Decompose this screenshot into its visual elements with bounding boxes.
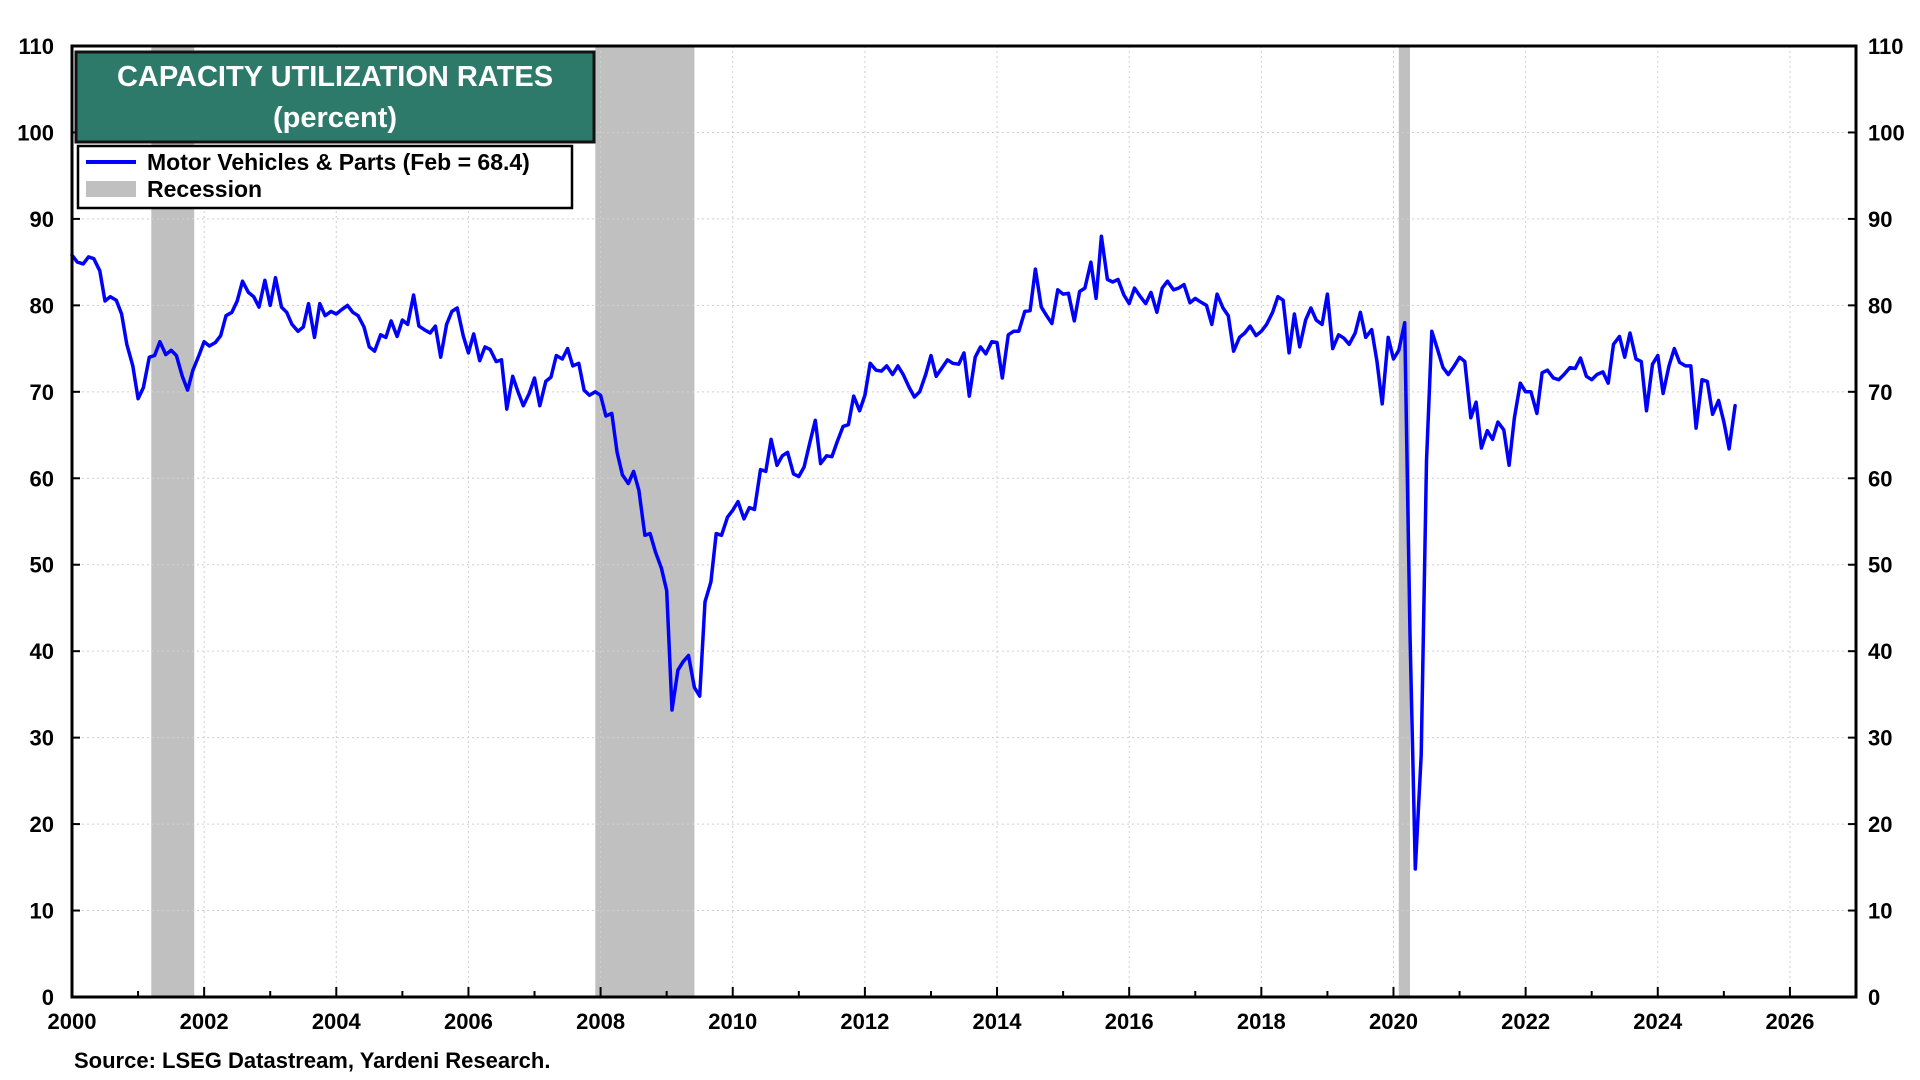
legend-box [76, 144, 574, 210]
y-tick-label-left-50: 50 [30, 553, 54, 578]
x-tick-label-2002: 2002 [180, 1009, 229, 1034]
recession-band-3 [1398, 46, 1410, 997]
legend-swatch-recession [86, 181, 136, 197]
y-tick-label-right-70: 70 [1868, 380, 1892, 405]
legend-label-motor-vehicles: Motor Vehicles & Parts (Feb = 68.4) [147, 149, 530, 175]
y-tick-label-left-0: 0 [42, 985, 54, 1010]
x-tick-label-2014: 2014 [973, 1009, 1023, 1034]
y-tick-label-left-40: 40 [30, 639, 54, 664]
y-tick-label-left-10: 10 [30, 899, 54, 924]
x-tick-label-2010: 2010 [708, 1009, 757, 1034]
legend: Motor Vehicles & Parts (Feb = 68.4) Rece… [76, 144, 574, 210]
y-tick-label-right-30: 30 [1868, 726, 1892, 751]
y-tick-label-right-90: 90 [1868, 207, 1892, 232]
x-tick-label-2024: 2024 [1633, 1009, 1683, 1034]
y-tick-label-right-40: 40 [1868, 639, 1892, 664]
title-box-background [74, 50, 596, 144]
x-tick-label-2008: 2008 [576, 1009, 625, 1034]
y-tick-label-left-100: 100 [17, 120, 54, 145]
y-tick-label-right-80: 80 [1868, 293, 1892, 318]
legend-label-recession: Recession [147, 176, 262, 202]
y-tick-label-right-10: 10 [1868, 899, 1892, 924]
y-tick-label-left-70: 70 [30, 380, 54, 405]
series-line-motor-vehicles-parts [70, 234, 1737, 871]
chart-title: CAPACITY UTILIZATION RATES [117, 61, 553, 93]
x-tick-label-2026: 2026 [1765, 1009, 1814, 1034]
y-tick-label-left-110: 110 [19, 34, 55, 59]
plot-frame [70, 44, 1858, 999]
y-tick-label-right-110: 110 [1868, 34, 1904, 59]
x-tick-label-2018: 2018 [1237, 1009, 1286, 1034]
y-tick-label-left-60: 60 [30, 466, 54, 491]
x-tick-label-2012: 2012 [840, 1009, 889, 1034]
title-box: CAPACITY UTILIZATION RATES (percent) [74, 50, 596, 144]
y-tick-label-right-100: 100 [1868, 120, 1905, 145]
y-tick-label-left-20: 20 [30, 812, 54, 837]
chart-subtitle: (percent) [273, 102, 397, 134]
x-tick-label-2004: 2004 [312, 1009, 362, 1034]
gridlines [72, 46, 1856, 997]
y-tick-label-left-80: 80 [30, 293, 54, 318]
y-tick-label-right-60: 60 [1868, 466, 1892, 491]
x-tick-label-2020: 2020 [1369, 1009, 1418, 1034]
series-layer [70, 234, 1737, 871]
y-tick-label-right-50: 50 [1868, 553, 1892, 578]
y-tick-label-left-90: 90 [30, 207, 54, 232]
x-tick-label-2000: 2000 [48, 1009, 97, 1034]
x-tick-label-2006: 2006 [444, 1009, 493, 1034]
recession-band-2 [595, 46, 695, 997]
source-note: Source: LSEG Datastream, Yardeni Researc… [74, 1048, 550, 1073]
y-tick-label-right-0: 0 [1868, 985, 1880, 1010]
x-tick-label-2016: 2016 [1105, 1009, 1154, 1034]
y-tick-label-right-20: 20 [1868, 812, 1892, 837]
x-tick-label-2022: 2022 [1501, 1009, 1550, 1034]
y-tick-label-left-30: 30 [30, 726, 54, 751]
